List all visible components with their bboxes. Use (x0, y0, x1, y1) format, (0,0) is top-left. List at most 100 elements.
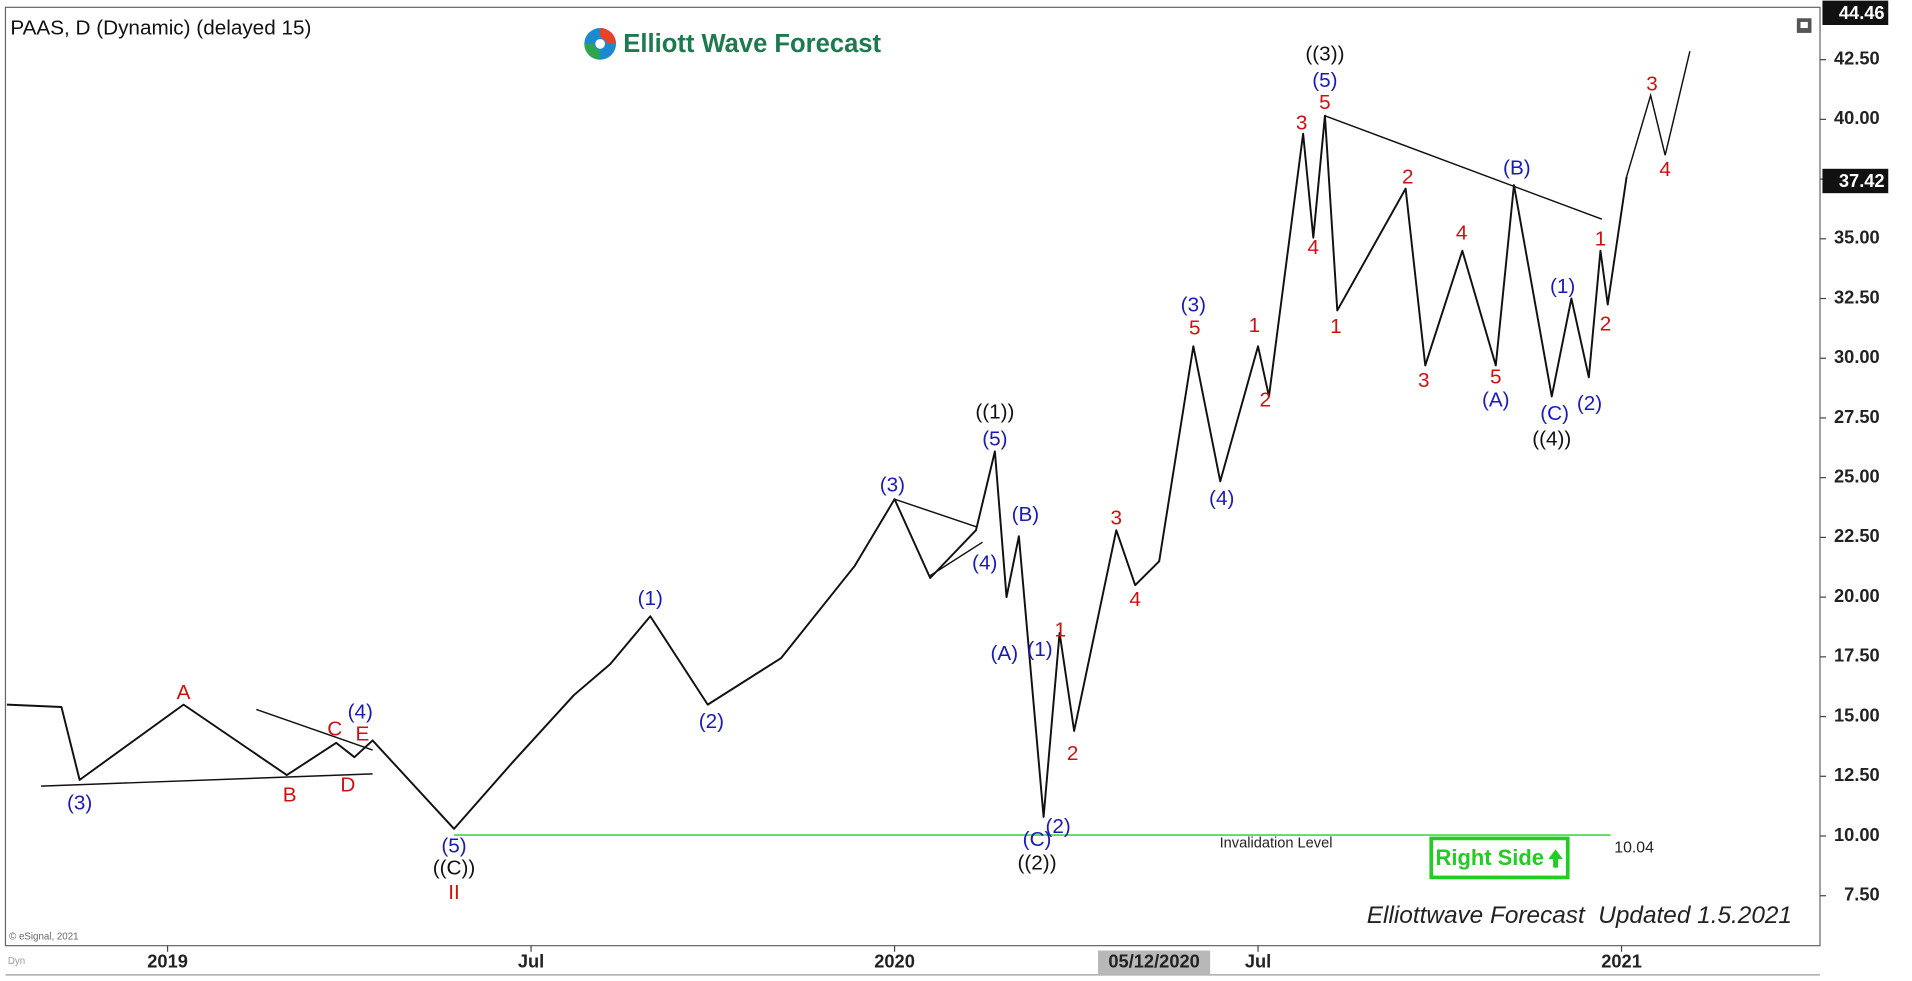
footer-note: Elliottwave Forecast Updated 1.5.2021 (1367, 902, 1792, 929)
wave-label: 3 (1296, 112, 1308, 135)
invalidation-value: 10.04 (1614, 840, 1654, 857)
wave-label: E (356, 722, 370, 745)
x-tick-label: Jul (518, 951, 544, 972)
logo-center (595, 38, 606, 49)
signal-box: Right Side (1429, 836, 1570, 880)
wave-label: A (177, 681, 191, 704)
wave-label: 1 (1330, 315, 1342, 338)
wave-label: (3) (67, 792, 92, 815)
wave-label: (3) (1181, 293, 1206, 316)
y-tick-label: 35.00 (1834, 227, 1880, 248)
x-tick-label: 2021 (1601, 951, 1642, 972)
source-note: © eSignal, 2021 (9, 932, 78, 943)
wave-label: (A) (1482, 388, 1510, 411)
wave-label: 4 (1659, 158, 1671, 181)
wave-label: B (283, 783, 297, 806)
wave-label: 2 (1402, 165, 1414, 188)
y-tick-label: 32.50 (1834, 286, 1880, 307)
corner-label: Dyn (8, 956, 25, 967)
wave-label: 3 (1646, 73, 1658, 96)
wave-label: (1) (1027, 638, 1052, 661)
trendline (1324, 115, 1603, 220)
y-tick-label: 20.00 (1834, 585, 1880, 606)
wave-label: D (340, 774, 355, 797)
wave-label: (4) (972, 552, 997, 575)
high-price: 44.46 (1839, 2, 1885, 23)
brand-logo: Elliott Wave Forecast (584, 28, 882, 60)
wave-label: (5) (441, 834, 466, 857)
y-tick-label: 12.50 (1834, 764, 1880, 785)
projection-line (1625, 51, 1691, 177)
wave-label: 5 (1319, 91, 1331, 114)
y-tick-label: 10.00 (1834, 824, 1880, 845)
last-price-bg (1822, 168, 1889, 194)
trendline (256, 708, 373, 751)
y-tick-label: 30.00 (1834, 346, 1880, 367)
wave-label: 4 (1129, 588, 1141, 611)
wave-label: (B) (1503, 157, 1531, 180)
wave-label: 3 (1111, 506, 1123, 529)
high-price-bg (1822, 0, 1889, 25)
price-line (6, 114, 1628, 830)
wave-label: ((2)) (1018, 851, 1057, 874)
signal-frame (1429, 836, 1570, 880)
y-tick-label: 27.50 (1834, 406, 1880, 427)
wave-label: ((1)) (975, 401, 1014, 424)
wave-label: 2 (1600, 313, 1612, 336)
wave-label: (3) (880, 474, 905, 497)
y-tick-label: 15.00 (1834, 704, 1880, 725)
y-tick-label: 25.00 (1834, 466, 1880, 487)
y-tick-label: 42.50 (1834, 47, 1880, 68)
trendline (894, 498, 977, 528)
wave-label: II (448, 881, 460, 904)
wave-label: (C) (1023, 828, 1052, 851)
wave-label: 1 (1249, 314, 1261, 337)
signal-arrow (1548, 849, 1563, 868)
wave-label: (4) (1209, 487, 1234, 510)
wave-label: (A) (991, 642, 1019, 665)
logo-segment (600, 28, 617, 44)
x-tick-label: 2019 (147, 951, 188, 972)
cursor-date: 05/12/2020 (1108, 951, 1199, 972)
x-tick-label: Jul (1245, 951, 1271, 972)
logo-segment (584, 43, 601, 60)
y-tick-label: 7.50 (1844, 884, 1880, 905)
wave-label: 3 (1418, 369, 1430, 392)
wave-label: 2 (1260, 388, 1272, 411)
wave-label: 2 (1067, 742, 1079, 765)
wave-label: (1) (638, 587, 663, 610)
wave-label: (2) (1577, 392, 1602, 415)
wave-label: C (327, 717, 342, 740)
y-tick-label: 22.50 (1834, 525, 1880, 546)
signal-text: Right Side (1436, 845, 1544, 870)
y-tick-label: 40.00 (1834, 107, 1880, 128)
trendline (41, 773, 373, 787)
cursor-date-bg (1098, 950, 1211, 975)
wave-label: 4 (1308, 236, 1320, 259)
wave-label: 1 (1595, 227, 1607, 250)
brand-name: Elliott Wave Forecast (623, 30, 881, 58)
wave-label: (2) (699, 710, 724, 733)
window-icon-inner (1800, 21, 1808, 29)
wave-label: ((3)) (1305, 42, 1344, 65)
wave-label: (2) (1045, 815, 1070, 838)
plot-frame (4, 6, 1821, 947)
wave-label: 4 (1456, 221, 1468, 244)
wave-label: (4) (348, 700, 373, 723)
invalidation-label: Invalidation Level (1220, 835, 1333, 851)
y-tick-label: 17.50 (1834, 645, 1880, 666)
wave-label: (5) (982, 427, 1007, 450)
wave-label: (5) (1312, 69, 1337, 92)
wave-label: ((C)) (433, 856, 476, 879)
wave-label: 5 (1490, 365, 1502, 388)
x-tick-label: 2020 (874, 951, 915, 972)
wave-label: (1) (1550, 275, 1575, 298)
wave-label: 1 (1055, 619, 1067, 642)
wave-label: ((4)) (1532, 427, 1571, 450)
chart-title: PAAS, D (Dynamic) (delayed 15) (10, 17, 311, 40)
wave-label: (C) (1540, 402, 1569, 425)
wave-label: 5 (1189, 317, 1201, 340)
wave-label: (B) (1012, 503, 1040, 526)
